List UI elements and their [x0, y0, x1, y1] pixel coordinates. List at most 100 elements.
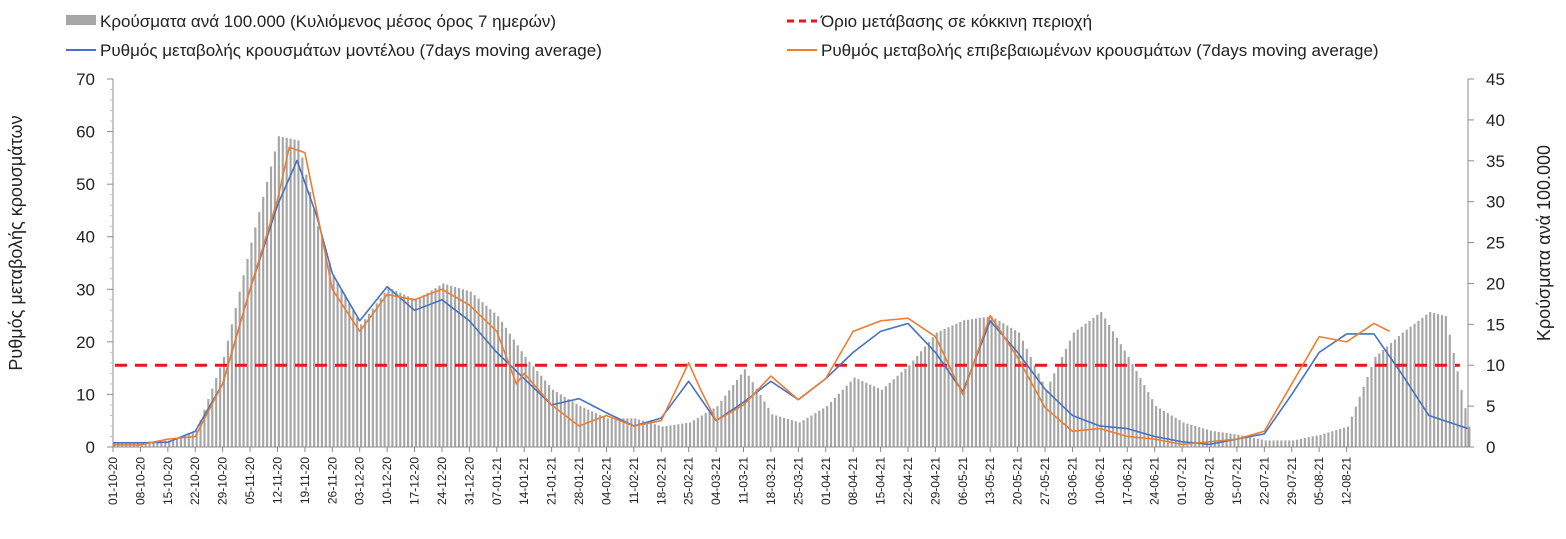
bar	[720, 400, 723, 447]
bar	[735, 379, 739, 447]
bar	[1468, 426, 1471, 447]
bar	[551, 389, 555, 447]
bar	[955, 323, 958, 447]
x-tick-label: 22-07-21	[1257, 457, 1271, 505]
bar	[876, 388, 880, 447]
bar	[1319, 434, 1322, 447]
bar	[1162, 410, 1165, 447]
x-tick-label: 29-04-21	[928, 457, 942, 505]
bar	[990, 316, 993, 447]
axes-layer: 0 10 20 30 40 50 60 70 0 5 10 15 20 25 30 35 40 45 01-10-2…	[76, 70, 1505, 505]
bar	[724, 395, 727, 447]
bar	[1456, 371, 1459, 447]
bar	[951, 325, 954, 447]
bar	[1002, 323, 1005, 447]
x-tick-label: 14-01-21	[517, 457, 531, 505]
bar	[540, 375, 543, 447]
bar	[179, 436, 183, 447]
bar	[1100, 312, 1103, 447]
bar	[1170, 415, 1173, 447]
x-tick-label: 04-02-21	[599, 457, 613, 505]
bar	[1245, 436, 1248, 447]
bar	[974, 318, 978, 447]
bar	[504, 327, 508, 447]
bar	[1417, 320, 1420, 447]
bar	[880, 389, 884, 447]
bar	[1260, 439, 1263, 447]
bar	[1014, 330, 1017, 447]
x-tick-label: 22-04-21	[901, 457, 915, 505]
bar	[1088, 320, 1091, 447]
bar	[211, 388, 214, 447]
x-tick-label: 03-12-20	[353, 457, 367, 505]
bar	[281, 137, 284, 447]
bar	[544, 380, 547, 447]
bar	[782, 417, 786, 447]
bar	[1374, 357, 1377, 447]
bar	[759, 395, 762, 447]
bar	[970, 319, 974, 447]
bar	[1241, 435, 1244, 447]
y-left-tick-label: 30	[76, 280, 95, 299]
bar	[700, 415, 703, 447]
bar	[645, 421, 649, 447]
bar	[622, 418, 625, 447]
x-tick-label: 17-12-20	[408, 457, 422, 505]
bar	[1025, 348, 1028, 447]
bar	[1288, 440, 1291, 447]
bar	[469, 291, 472, 447]
bar	[728, 390, 731, 447]
bar	[626, 418, 629, 447]
bar	[1323, 433, 1326, 447]
bar	[704, 413, 707, 447]
bar	[1076, 329, 1079, 447]
bar	[446, 284, 449, 447]
bar	[579, 406, 582, 447]
bar	[1389, 343, 1393, 447]
bar	[716, 406, 719, 447]
bar	[927, 341, 931, 447]
bar	[528, 361, 531, 447]
bar	[332, 275, 335, 447]
bar	[963, 320, 966, 447]
bar	[916, 355, 919, 447]
bar	[767, 407, 770, 447]
bar	[1084, 323, 1087, 447]
bar	[1382, 350, 1385, 447]
bar	[1284, 440, 1287, 447]
bar	[1108, 324, 1111, 447]
series-line-2	[113, 159, 1469, 446]
bar	[1237, 434, 1240, 447]
bar	[1010, 327, 1013, 447]
bar	[254, 227, 257, 447]
bar	[289, 138, 292, 447]
bar	[497, 316, 500, 447]
bar	[751, 382, 754, 447]
bar	[1460, 389, 1463, 447]
x-tick-label: 08-10-20	[133, 457, 147, 505]
bar	[779, 416, 782, 447]
bar	[168, 440, 171, 447]
bar	[939, 330, 942, 447]
x-tick-label: 17-06-21	[1120, 457, 1134, 505]
bar	[818, 410, 821, 447]
bar	[1268, 440, 1271, 447]
bar	[371, 308, 374, 447]
bar	[1452, 352, 1455, 447]
bar	[520, 351, 523, 447]
bar	[649, 423, 652, 447]
bar	[1166, 413, 1169, 447]
bar	[798, 422, 801, 447]
x-tick-label: 15-07-21	[1230, 457, 1244, 505]
bar	[896, 375, 899, 447]
bar	[450, 285, 453, 447]
bar	[407, 296, 410, 447]
bar	[422, 295, 425, 447]
bar	[1135, 371, 1138, 447]
bar	[1072, 332, 1075, 447]
bar	[215, 378, 218, 447]
bar	[959, 322, 962, 447]
bar	[195, 430, 198, 447]
bar	[160, 440, 163, 447]
bar	[1178, 420, 1181, 447]
